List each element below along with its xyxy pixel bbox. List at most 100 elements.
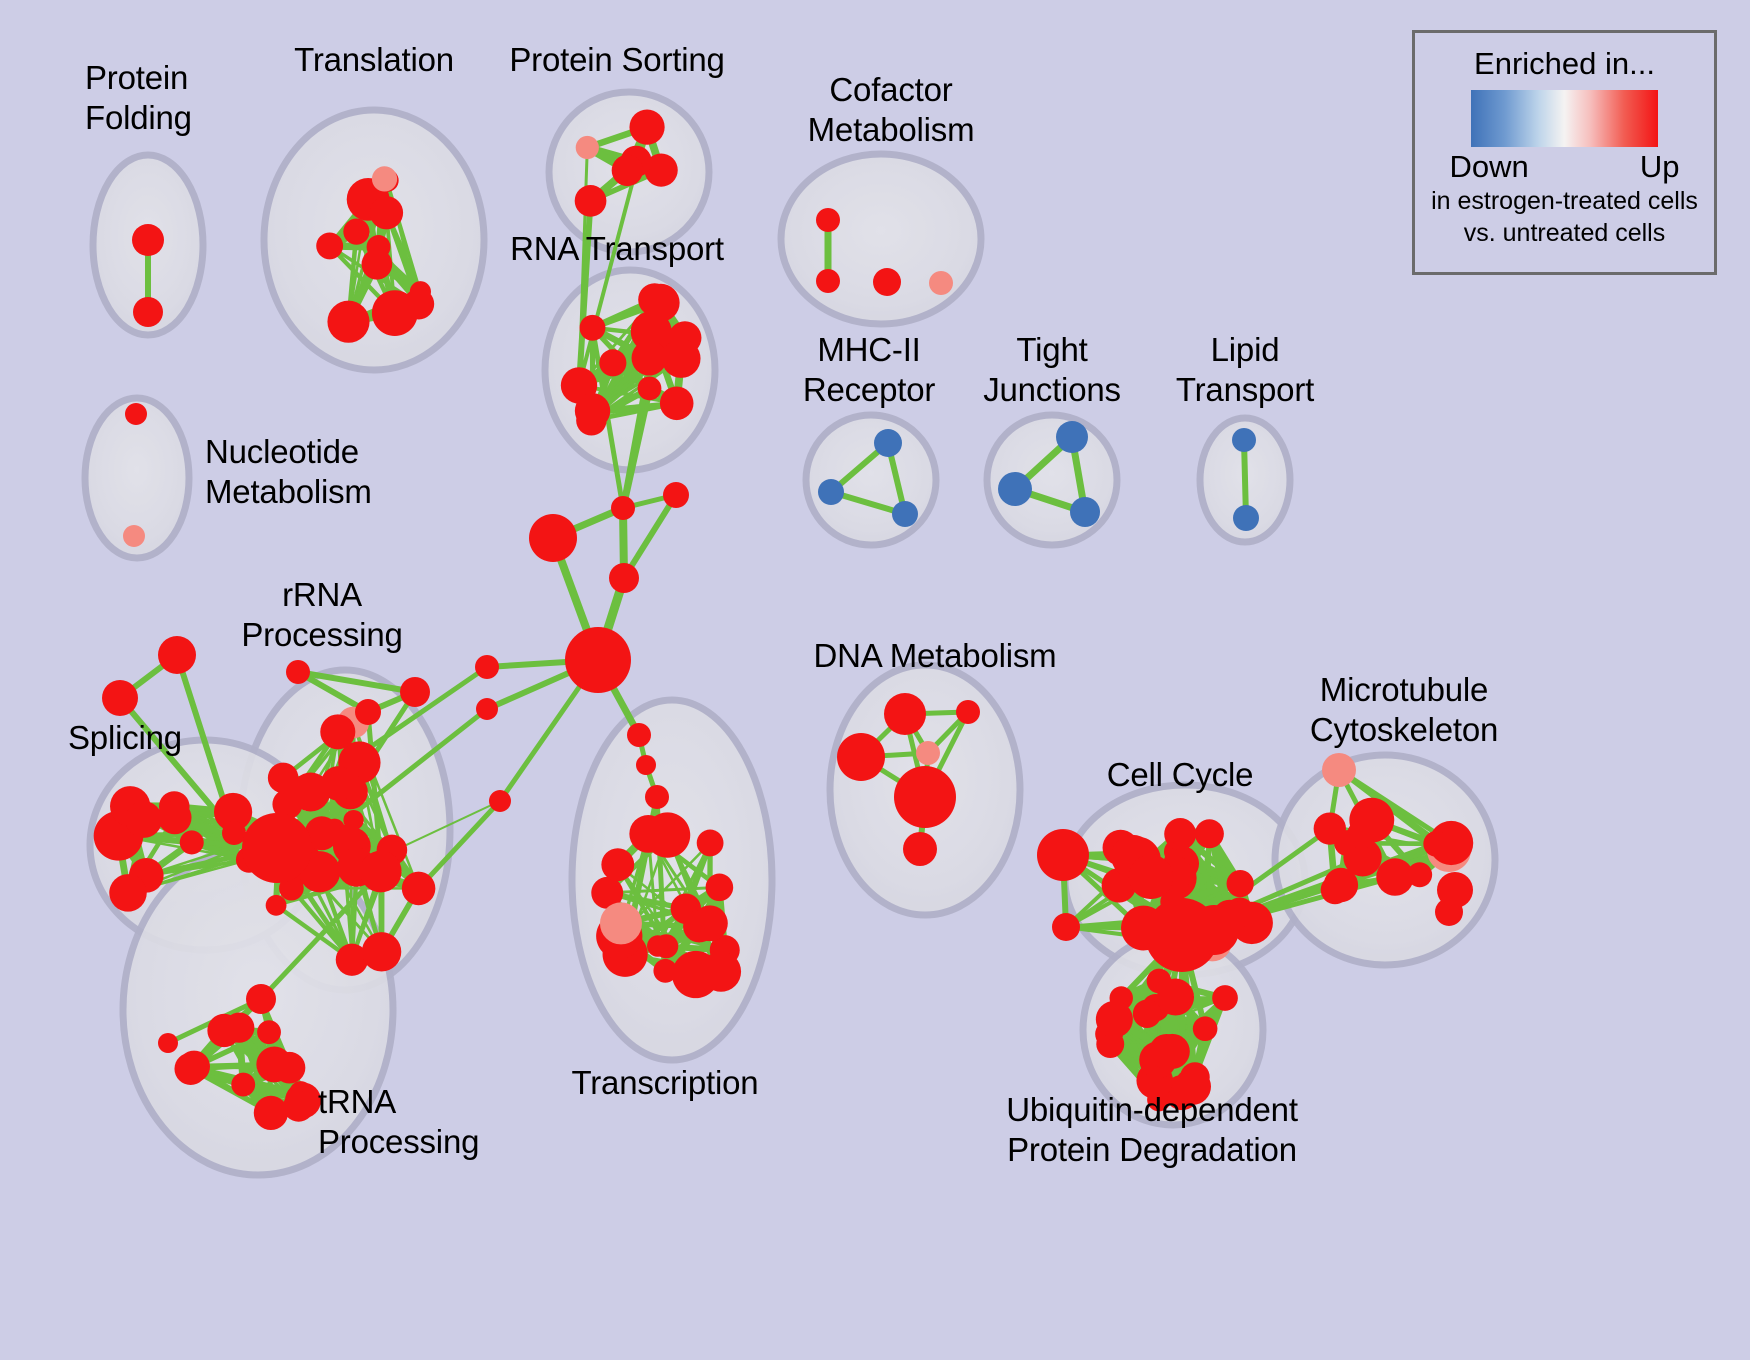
network-node [257, 1020, 281, 1045]
network-node [327, 300, 370, 343]
network-node [1149, 1033, 1185, 1069]
network-node [575, 135, 599, 160]
network-node [1174, 1068, 1212, 1105]
network-node [109, 874, 147, 912]
network-node [645, 785, 669, 809]
network-node [874, 429, 902, 457]
network-node [489, 790, 511, 812]
network-node [125, 403, 147, 425]
network-node [371, 166, 398, 192]
network-node [286, 660, 310, 684]
network-node [1423, 830, 1450, 857]
network-edge [621, 492, 679, 581]
network-node [316, 232, 344, 260]
network-node [574, 185, 607, 217]
network-node [158, 800, 192, 835]
cluster-label-trna-processing: tRNA Processing [318, 1083, 480, 1160]
network-node [1435, 898, 1463, 926]
network-node [894, 766, 956, 828]
legend-panel: Enriched in... Down Up in estrogen-treat… [1412, 30, 1717, 275]
legend-color-bar [1471, 90, 1658, 147]
network-node [892, 501, 918, 527]
network-edge [332, 706, 490, 832]
network-node [224, 1012, 255, 1043]
network-node [335, 943, 369, 976]
network-node [529, 514, 577, 562]
network-edge [416, 798, 503, 891]
cluster-hull-mhc-ii [802, 411, 940, 549]
network-node [705, 873, 734, 902]
network-node [1194, 819, 1224, 849]
network-node [359, 850, 402, 893]
network-node [102, 680, 138, 716]
cluster-label-transcription: Transcription [571, 1064, 759, 1101]
network-edge [258, 869, 384, 1002]
network-node [1173, 863, 1196, 886]
network-node [631, 340, 667, 376]
network-node [475, 655, 499, 679]
cluster-label-nucleotide: Nucleotide Metabolism [205, 433, 372, 510]
network-node [1037, 829, 1089, 881]
network-node [1226, 870, 1254, 898]
cluster-label-translation: Translation [294, 41, 454, 78]
network-node [320, 766, 356, 801]
network-node [1349, 797, 1395, 843]
cluster-label-rrna-processing: rRNA Processing [241, 576, 403, 653]
network-node [661, 339, 701, 378]
network-node [837, 733, 885, 781]
cluster-label-ubiquitin: Ubiquitin-dependent Protein Degradation [1006, 1091, 1298, 1168]
cluster-label-rna-transport: RNA Transport [510, 230, 724, 267]
legend-right-label: Up [1639, 149, 1680, 184]
network-node [579, 314, 606, 341]
network-node [599, 902, 642, 945]
network-edge [295, 669, 418, 695]
network-node [916, 741, 940, 765]
network-node [816, 269, 840, 293]
network-node [222, 821, 246, 845]
network-node [696, 829, 724, 857]
network-node [659, 386, 694, 421]
network-node [692, 905, 728, 942]
network-node [1233, 505, 1259, 531]
network-node [641, 283, 680, 322]
network-node [1189, 905, 1239, 955]
network-node [903, 832, 937, 866]
network-node [1128, 854, 1174, 900]
network-node [320, 714, 356, 750]
network-node [158, 636, 196, 674]
network-node [818, 479, 844, 505]
network-node [253, 1095, 289, 1131]
network-node [1095, 1000, 1133, 1038]
network-node [1376, 858, 1414, 896]
network-node [158, 1033, 178, 1053]
network-node [601, 848, 635, 882]
network-node [591, 876, 624, 909]
network-node [361, 932, 402, 972]
network-nodes [93, 109, 1474, 1131]
network-node [265, 894, 287, 916]
network-node [583, 401, 607, 425]
network-node [611, 154, 644, 187]
network-node [627, 723, 651, 747]
legend-left-label: Down [1449, 149, 1529, 184]
network-node [1232, 428, 1256, 452]
network-node [565, 627, 631, 693]
cluster-label-tight-junctions: Tight Junctions [983, 331, 1121, 408]
network-node [213, 792, 253, 832]
network-node [998, 472, 1032, 506]
cluster-label-cell-cycle: Cell Cycle [1106, 756, 1254, 793]
cluster-hull-cofactor [777, 150, 985, 328]
cluster-label-cofactor: Cofactor Metabolism [807, 71, 975, 148]
network-node [884, 693, 926, 735]
cluster-label-protein-sorting: Protein Sorting [509, 41, 725, 78]
network-node [1320, 875, 1350, 905]
network-node [700, 951, 742, 992]
cluster-label-splicing: Splicing [68, 719, 182, 756]
network-node [644, 153, 678, 187]
network-node [174, 1052, 207, 1086]
network-node [1147, 1087, 1171, 1112]
network-node [637, 376, 662, 401]
network-node [611, 496, 635, 520]
network-node [636, 755, 656, 775]
network-node [401, 871, 436, 906]
